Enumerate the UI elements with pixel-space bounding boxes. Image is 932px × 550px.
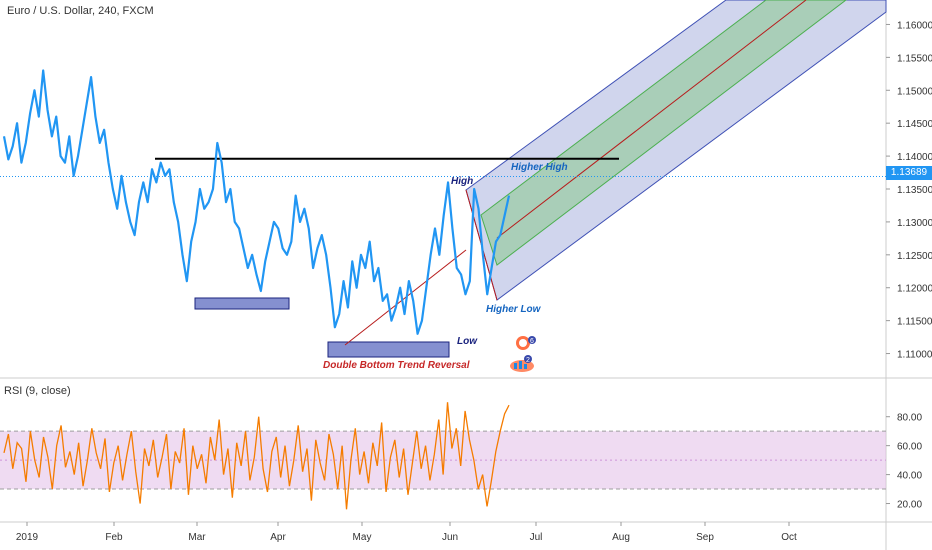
price-tick-label: 1.12000 — [897, 284, 932, 295]
time-tick-label: May — [353, 532, 372, 543]
rsi-band — [0, 430, 886, 490]
last-price-tag: 1.13689 — [886, 166, 932, 180]
time-tick-label: Jul — [530, 532, 543, 543]
rsi-tick-label: 20.00 — [897, 500, 922, 511]
pitchfork-channel — [465, 0, 887, 301]
chart-title: Euro / U.S. Dollar, 240, FXCM — [7, 5, 154, 17]
price-line — [2, 69, 511, 335]
trend-line — [344, 249, 467, 346]
time-tick-label: Oct — [781, 532, 797, 543]
price-tick-label: 1.11500 — [897, 317, 932, 328]
rsi-tick-label: 80.00 — [897, 413, 922, 424]
price-tick-label: 1.13000 — [897, 218, 932, 229]
channel-median — [496, 0, 807, 239]
price-tick-label: 1.15500 — [897, 53, 932, 64]
price-tick-label: 1.13500 — [897, 185, 932, 196]
annotation-double-bottom: Double Bottom Trend Reversal — [323, 360, 470, 371]
annotation-high: High — [451, 176, 474, 187]
support-zone-1 — [194, 297, 290, 310]
price-axis-ticks: 1.16000 1.15500 1.15000 1.14500 1.14000 1.135… — [886, 20, 932, 361]
time-tick-label: Mar — [188, 532, 206, 543]
trend-lines — [0, 157, 886, 346]
channel-inner — [480, 0, 847, 266]
price-series — [2, 69, 511, 335]
indicator-badge-icon[interactable]: 6 — [512, 334, 538, 352]
svg-text:2: 2 — [526, 357, 530, 364]
price-tick-label: 1.12500 — [897, 251, 932, 262]
rsi-tick-label: 40.00 — [897, 471, 922, 482]
price-tick-label: 1.14000 — [897, 152, 932, 163]
price-tick-label: 1.16000 — [897, 20, 932, 31]
svg-text:6: 6 — [530, 338, 534, 345]
rsi-axis-ticks: 80.00 60.00 40.00 20.00 — [886, 413, 922, 511]
annotation-low: Low — [457, 336, 477, 347]
support-zone-2 — [327, 341, 450, 358]
time-tick-label: Jun — [442, 532, 458, 543]
time-tick-label: 2019 — [16, 532, 39, 543]
price-tick-label: 1.11000 — [897, 350, 932, 361]
rsi-tick-label: 60.00 — [897, 442, 922, 453]
indicator-badge-icon-2[interactable]: 2 — [508, 354, 534, 372]
rsi-series — [3, 402, 510, 510]
rsi-line — [3, 402, 510, 510]
annotation-higher-low: Higher Low — [486, 304, 541, 315]
time-tick-label: Feb — [105, 532, 123, 543]
annotation-higher-high: Higher High — [511, 162, 568, 173]
price-tick-label: 1.14500 — [897, 119, 932, 130]
time-axis-ticks: 2019 Feb Mar Apr May Jun Jul Aug Sep Oct — [16, 522, 797, 543]
support-zones — [194, 297, 450, 358]
time-tick-label: Aug — [612, 532, 630, 543]
rsi-title: RSI (9, close) — [4, 385, 71, 397]
price-tick-label: 1.15000 — [897, 86, 932, 97]
time-tick-label: Sep — [696, 532, 714, 543]
time-tick-label: Apr — [270, 532, 286, 543]
